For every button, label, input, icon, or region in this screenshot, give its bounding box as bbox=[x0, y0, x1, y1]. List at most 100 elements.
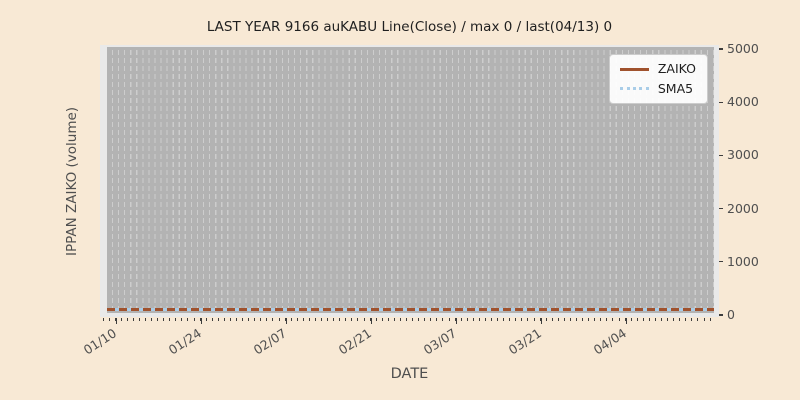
x-minor-tick bbox=[236, 318, 238, 321]
y-tick-mark bbox=[719, 207, 723, 210]
y-tick-label: 1000 bbox=[727, 253, 759, 269]
x-minor-tick bbox=[491, 318, 493, 321]
y-tick-label: 0 bbox=[727, 307, 735, 322]
x-minor-tick bbox=[357, 318, 359, 321]
legend: ZAIKO SMA5 bbox=[608, 54, 708, 104]
x-minor-tick bbox=[442, 318, 444, 321]
sma5-series-line bbox=[107, 308, 714, 311]
x-minor-tick bbox=[527, 318, 529, 321]
y-tick-mark bbox=[719, 154, 723, 157]
x-minor-tick bbox=[211, 318, 213, 321]
x-minor-tick bbox=[545, 318, 547, 321]
x-minor-tick bbox=[503, 318, 505, 321]
x-minor-tick bbox=[478, 318, 480, 321]
x-minor-tick bbox=[703, 318, 705, 321]
x-minor-tick bbox=[351, 318, 353, 321]
y-tick-label: 3000 bbox=[727, 147, 759, 163]
x-minor-tick bbox=[399, 318, 401, 321]
x-minor-tick bbox=[648, 318, 650, 321]
x-minor-tick bbox=[509, 318, 511, 321]
x-minor-tick bbox=[157, 318, 159, 321]
x-minor-tick bbox=[345, 318, 347, 321]
x-minor-tick bbox=[296, 318, 298, 321]
x-minor-tick bbox=[497, 318, 499, 321]
x-minor-tick bbox=[138, 318, 140, 321]
x-minor-tick bbox=[612, 318, 614, 321]
x-minor-tick bbox=[181, 318, 183, 321]
x-minor-tick bbox=[308, 318, 310, 321]
x-minor-tick bbox=[667, 318, 669, 321]
x-minor-tick bbox=[205, 318, 207, 321]
y-tick-label: 2000 bbox=[727, 200, 759, 216]
x-minor-tick bbox=[144, 318, 146, 321]
sma5-line-sample-icon bbox=[619, 87, 649, 91]
x-minor-tick bbox=[654, 318, 656, 321]
x-minor-tick bbox=[266, 318, 268, 321]
x-minor-tick bbox=[412, 318, 414, 321]
y-tick-label: 4000 bbox=[727, 94, 759, 110]
x-minor-tick bbox=[618, 318, 620, 321]
x-minor-tick bbox=[521, 318, 523, 321]
x-major-tick bbox=[626, 318, 628, 324]
y-tick-mark bbox=[719, 48, 723, 50]
x-minor-tick bbox=[418, 318, 420, 321]
x-minor-tick bbox=[630, 318, 632, 321]
x-minor-tick bbox=[515, 318, 517, 321]
x-minor-tick bbox=[120, 318, 122, 321]
x-minor-tick bbox=[327, 318, 329, 321]
x-minor-tick bbox=[484, 318, 486, 321]
x-minor-tick bbox=[576, 318, 578, 321]
x-minor-tick bbox=[199, 318, 201, 321]
x-minor-tick bbox=[217, 318, 219, 321]
x-axis-title: DATE bbox=[390, 366, 429, 382]
x-major-tick bbox=[201, 318, 203, 324]
y-axis-title: IPPAN ZAIKO (volume) bbox=[64, 106, 80, 256]
x-minor-tick bbox=[248, 318, 250, 321]
y-tick-label: 5000 bbox=[727, 41, 759, 56]
x-minor-tick bbox=[132, 318, 134, 321]
x-minor-tick bbox=[454, 318, 456, 321]
x-minor-tick bbox=[466, 318, 468, 321]
x-minor-tick bbox=[539, 318, 541, 321]
x-minor-tick bbox=[284, 318, 286, 321]
x-minor-tick bbox=[363, 318, 365, 321]
x-minor-tick bbox=[436, 318, 438, 321]
x-minor-tick bbox=[169, 318, 171, 321]
x-minor-tick bbox=[600, 318, 602, 321]
x-minor-tick bbox=[673, 318, 675, 321]
x-minor-tick bbox=[187, 318, 189, 321]
x-minor-tick bbox=[272, 318, 274, 321]
x-minor-tick bbox=[448, 318, 450, 321]
x-minor-tick bbox=[424, 318, 426, 321]
x-minor-tick bbox=[594, 318, 596, 321]
x-minor-tick bbox=[472, 318, 474, 321]
x-major-tick bbox=[371, 318, 373, 324]
x-minor-tick bbox=[624, 318, 626, 321]
x-minor-tick bbox=[163, 318, 165, 321]
x-minor-tick bbox=[387, 318, 389, 321]
x-major-tick bbox=[456, 318, 458, 324]
x-minor-tick bbox=[691, 318, 693, 321]
x-minor-tick bbox=[242, 318, 244, 321]
x-minor-tick bbox=[339, 318, 341, 321]
x-minor-tick bbox=[679, 318, 681, 321]
x-minor-tick bbox=[369, 318, 371, 321]
x-minor-tick bbox=[533, 318, 535, 321]
x-major-tick bbox=[286, 318, 288, 324]
x-minor-tick bbox=[406, 318, 408, 321]
y-tick-mark bbox=[719, 314, 723, 316]
x-minor-tick bbox=[569, 318, 571, 321]
chart-title: LAST YEAR 9166 auKABU Line(Close) / max … bbox=[206, 19, 613, 35]
x-minor-tick bbox=[278, 318, 280, 321]
x-minor-tick bbox=[582, 318, 584, 321]
x-minor-tick bbox=[321, 318, 323, 321]
y-tick-mark bbox=[719, 261, 723, 263]
x-minor-tick bbox=[108, 318, 110, 321]
x-minor-tick bbox=[290, 318, 292, 321]
y-tick-mark bbox=[719, 101, 723, 103]
x-minor-tick bbox=[333, 318, 335, 321]
x-minor-tick bbox=[126, 318, 128, 321]
x-minor-tick bbox=[193, 318, 195, 321]
x-minor-tick bbox=[229, 318, 231, 321]
